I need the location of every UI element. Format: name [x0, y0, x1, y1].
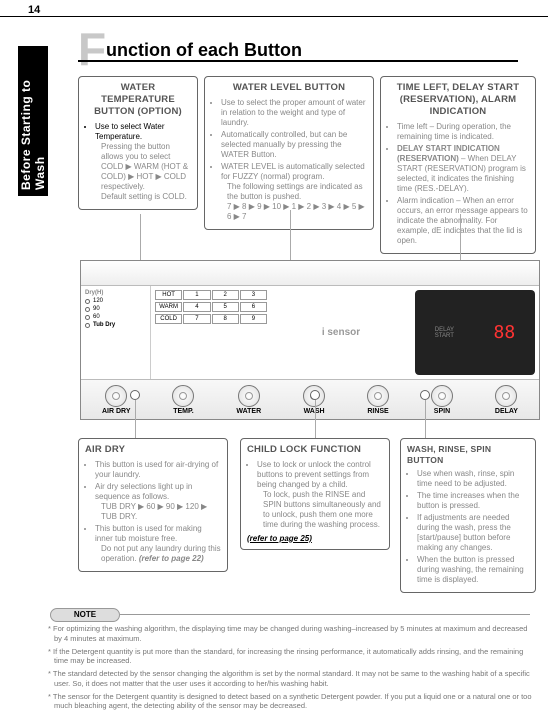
box-header: AIR DRY — [85, 444, 221, 456]
note-item: * If the Detergent quantity is put more … — [44, 647, 534, 667]
bullet: This button is used for making inner tub… — [95, 524, 221, 564]
note-rule — [120, 614, 530, 615]
display: DELAYSTART 88 — [415, 290, 535, 375]
dry-label: Dry(H) — [85, 290, 146, 296]
title-underline — [78, 60, 518, 62]
knob-rinse[interactable]: RINSE — [367, 385, 389, 415]
bullet: Time left – During operation, the remain… — [397, 122, 529, 142]
bullet: This button is used for air-drying of yo… — [95, 460, 221, 480]
dry-opt: 90 — [93, 306, 100, 312]
led-icon — [85, 315, 90, 320]
cell: HOT — [155, 290, 182, 300]
box-air-dry: AIR DRY This button is used for air-dryi… — [78, 438, 228, 572]
note-item: * For optimizing the washing algorithm, … — [44, 624, 534, 644]
box-header: CHILD LOCK FUNCTION — [247, 444, 383, 456]
bullet: Use to select Water Temperature. Pressin… — [95, 122, 191, 202]
seven-segment: 88 — [494, 322, 516, 343]
bullet: The time increases when the button is pr… — [417, 491, 529, 511]
callout-dot — [310, 390, 320, 400]
box-header: WASH, RINSE, SPIN BUTTON — [407, 444, 529, 465]
callout-dot — [130, 390, 140, 400]
callout-line — [460, 214, 461, 260]
sub-text: Default setting is COLD. — [95, 192, 191, 202]
bullet: Automatically controlled, but can be sel… — [221, 130, 367, 160]
bullet: Use when wash, rinse, spin time need to … — [417, 469, 529, 489]
title-text: unction of each Button — [106, 40, 302, 61]
cell: COLD — [155, 314, 182, 324]
page-number: 14 — [28, 4, 40, 16]
cell: 6 — [240, 302, 267, 312]
dry-settings: Dry(H) 120 90 60 Tub Dry — [81, 286, 151, 379]
note-item: * The standard detected by the sensor ch… — [44, 669, 534, 689]
cell: 8 — [212, 314, 239, 324]
title-dropcap: F — [78, 23, 106, 75]
page-ref: (refer to page 25) — [247, 534, 383, 544]
cell: 3 — [240, 290, 267, 300]
dry-opt: 60 — [93, 314, 100, 320]
panel-top-strip — [81, 261, 539, 286]
sub-text: The following settings are indicated as … — [221, 182, 367, 202]
cell: 2 — [212, 290, 239, 300]
bullet: When the button is pressed during washin… — [417, 555, 529, 585]
bullet: DELAY START INDICATION (RESERVATION) – W… — [397, 144, 529, 194]
box-header: WATER TEMPERATURE BUTTON (OPTION) — [85, 82, 191, 118]
panel-body: Dry(H) 120 90 60 Tub Dry HOT123 WARM456 … — [81, 286, 539, 379]
callout-line — [135, 400, 136, 438]
knob-temp[interactable]: TEMP. — [172, 385, 194, 415]
box-time-left: TIME LEFT, DELAY START (RESERVATION), AL… — [380, 76, 536, 254]
led-icon — [85, 299, 90, 304]
sub-text: Pressing the button allows you to select… — [95, 142, 191, 192]
knob-delay[interactable]: DELAY — [495, 385, 518, 415]
cell: 1 — [183, 290, 210, 300]
bullet: Use to select the proper amount of water… — [221, 98, 367, 128]
cell: 9 — [240, 314, 267, 324]
brand-label: i sensor — [271, 286, 411, 379]
callout-dot — [420, 390, 430, 400]
note-label: NOTE — [50, 608, 120, 622]
box-water-level: WATER LEVEL BUTTON Use to select the pro… — [204, 76, 374, 230]
disp-label: DELAYSTART — [435, 327, 454, 339]
note-item: * The sensor for the Detergent quantity … — [44, 692, 534, 712]
box-water-temp: WATER TEMPERATURE BUTTON (OPTION) Use to… — [78, 76, 198, 210]
dry-opt: 120 — [93, 298, 103, 304]
cell: 4 — [183, 302, 210, 312]
led-icon — [85, 307, 90, 312]
sub-text: To lock, push the RINSE and SPIN buttons… — [257, 490, 383, 530]
level-grid: HOT123 WARM456 COLD789 — [151, 286, 271, 379]
sub-text: TUB DRY ▶ 60 ▶ 90 ▶ 120 ▶ TUB DRY. — [95, 502, 221, 522]
bullet: Air dry selections light up in sequence … — [95, 482, 221, 522]
knob-spin[interactable]: SPIN — [431, 385, 453, 415]
knob-row: AIR DRY TEMP. WATER WASH RINSE SPIN DELA… — [81, 379, 539, 419]
page-ref: (refer to page 22) — [139, 554, 204, 563]
bullet: If adjustments are needed during the was… — [417, 513, 529, 553]
callout-line — [315, 400, 316, 438]
box-wash-rinse-spin: WASH, RINSE, SPIN BUTTON Use when wash, … — [400, 438, 536, 593]
section-tab: Before Starting to Wash — [18, 46, 48, 196]
callout-line — [290, 210, 291, 260]
cell: 5 — [212, 302, 239, 312]
callout-line — [425, 400, 426, 438]
box-header: WATER LEVEL BUTTON — [211, 82, 367, 94]
cell: 7 — [183, 314, 210, 324]
box-header: TIME LEFT, DELAY START (RESERVATION), AL… — [387, 82, 529, 118]
top-rule — [0, 16, 548, 17]
bullet: WATER LEVEL is automatically selected fo… — [221, 162, 367, 222]
led-icon — [85, 323, 90, 328]
bullet: Use to lock or unlock the control button… — [257, 460, 383, 530]
knob-water[interactable]: WATER — [236, 385, 261, 415]
box-child-lock: CHILD LOCK FUNCTION Use to lock or unloc… — [240, 438, 390, 550]
sub-text: 7 ▶ 8 ▶ 9 ▶ 10 ▶ 1 ▶ 2 ▶ 3 ▶ 4 ▶ 5 ▶ 6 ▶… — [221, 202, 367, 222]
knob-airdry[interactable]: AIR DRY — [102, 385, 131, 415]
bullet: Alarm indication – When an error occurs,… — [397, 196, 529, 246]
cell: WARM — [155, 302, 182, 312]
dry-opt: Tub Dry — [93, 322, 115, 328]
notes-block: * For optimizing the washing algorithm, … — [44, 624, 534, 714]
page-title: F unction of each Button — [78, 22, 106, 76]
callout-line — [140, 214, 141, 260]
